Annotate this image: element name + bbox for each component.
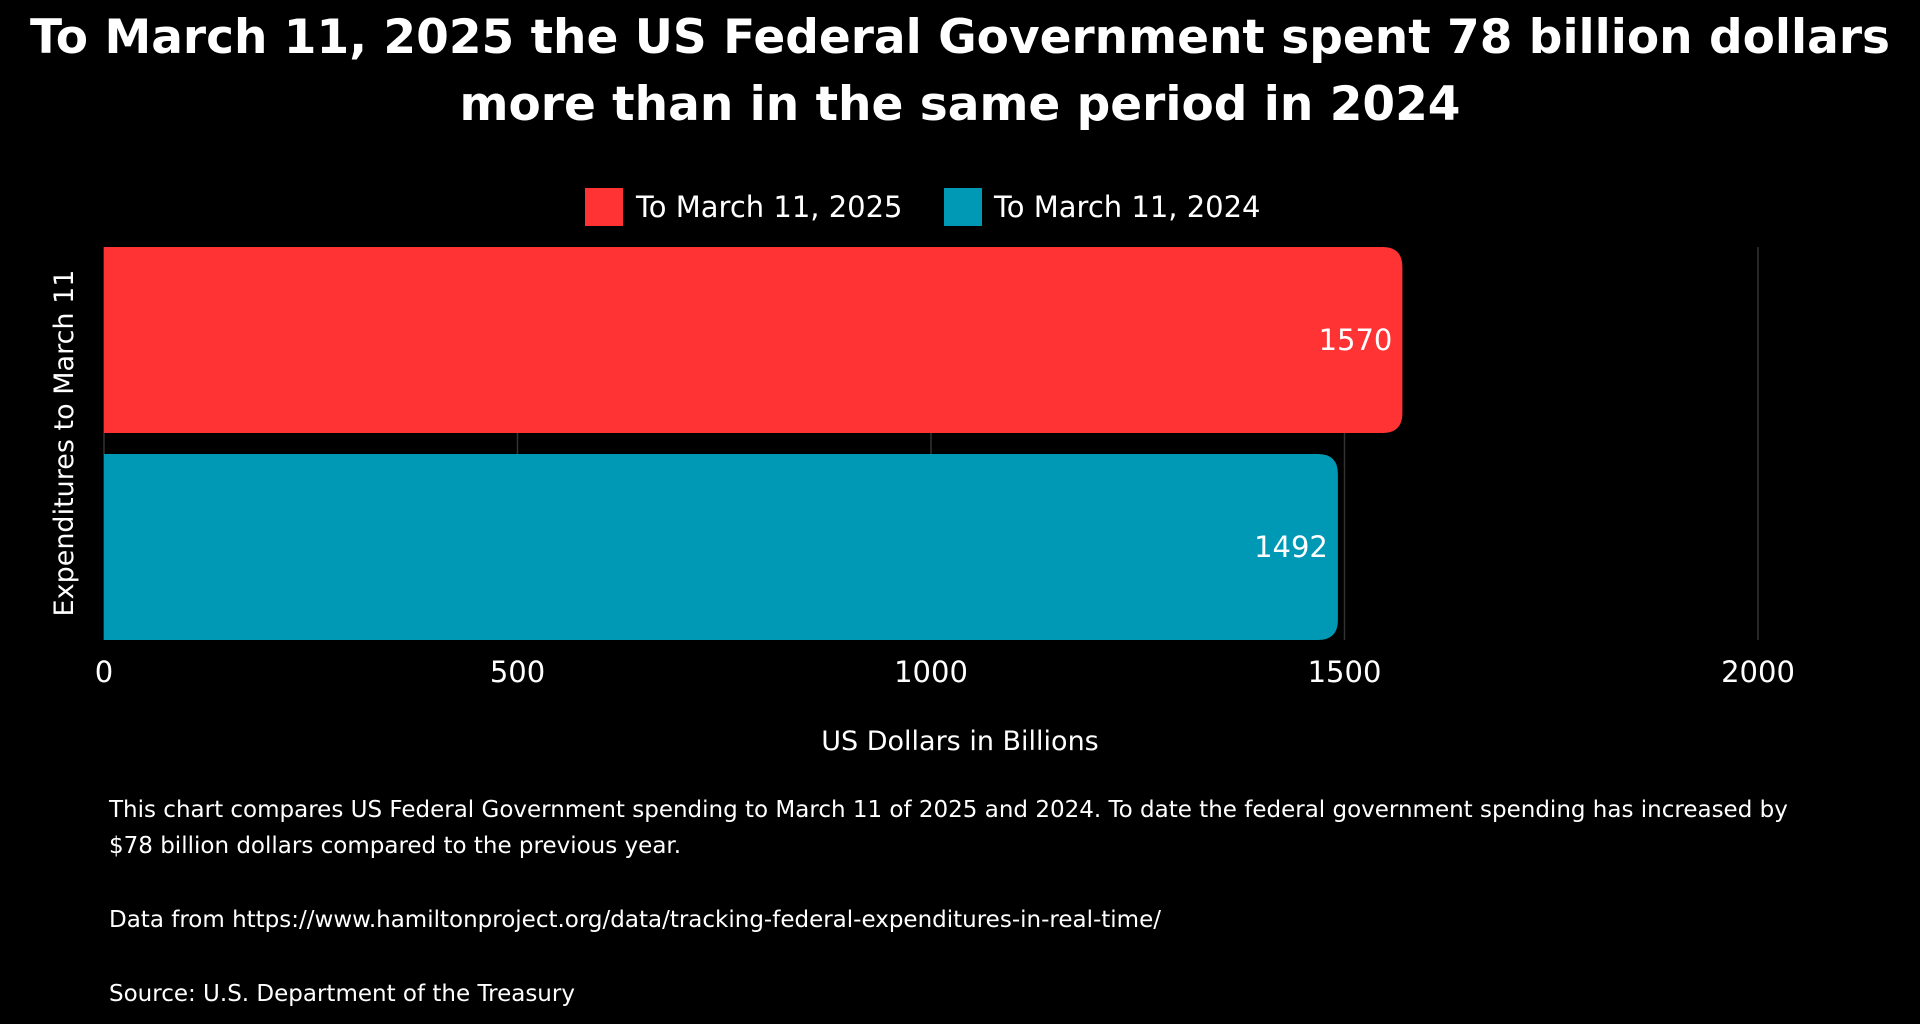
x-tick-label: 1000 <box>894 655 968 689</box>
source-text: Source: U.S. Department of the Treasury <box>109 981 575 1007</box>
y-axis-label: Expenditures to March 11 <box>49 270 80 617</box>
x-tick-label: 2000 <box>1721 655 1795 689</box>
chart-title-line-2: more than in the same period in 2024 <box>460 77 1461 132</box>
data-from-text: Data from https://www.hamiltonproject.or… <box>109 907 1161 933</box>
legend-label-2025: To March 11, 2025 <box>635 190 903 224</box>
data-label: 1492 <box>1254 530 1328 564</box>
x-tick-label: 0 <box>95 655 113 689</box>
legend-label-2024: To March 11, 2024 <box>993 190 1261 224</box>
x-axis-label: US Dollars in Billions <box>821 726 1099 757</box>
x-tick-label: 500 <box>490 655 545 689</box>
legend: To March 11, 2025 To March 11, 2024 <box>585 188 1261 226</box>
bar-2025 <box>104 247 1403 433</box>
legend-swatch-2025 <box>585 188 623 226</box>
description-text: This chart compares US Federal Governmen… <box>109 797 1788 859</box>
chart-title-line-1: To March 11, 2025 the US Federal Governm… <box>30 10 1890 65</box>
x-tick-labels: 0 500 1000 1500 2000 <box>95 655 1795 689</box>
data-label: 1570 <box>1319 323 1393 357</box>
x-tick-label: 1500 <box>1308 655 1382 689</box>
bars: 1570 1492 <box>104 247 1403 640</box>
bar-2024 <box>104 454 1338 640</box>
legend-swatch-2024 <box>944 188 982 226</box>
